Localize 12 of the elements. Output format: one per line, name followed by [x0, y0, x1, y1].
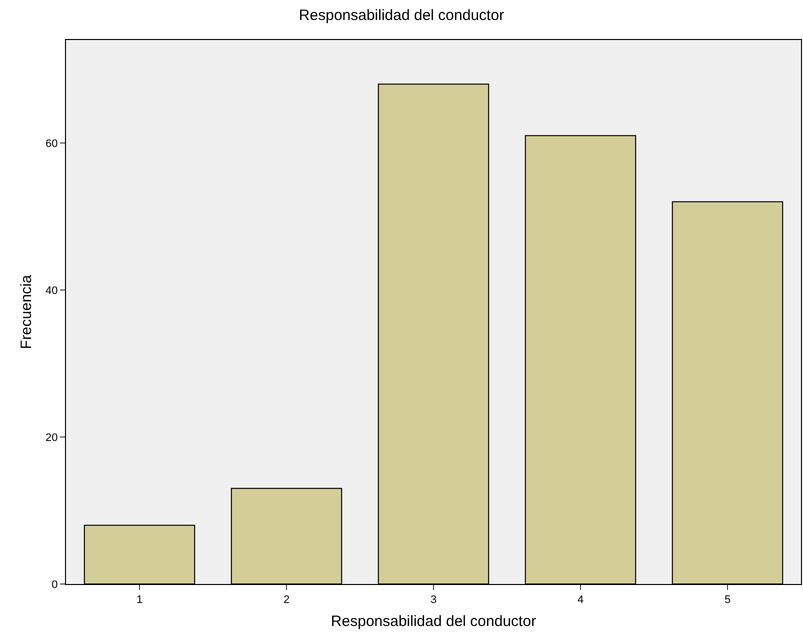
x-tick-label: 5	[724, 594, 731, 606]
x-tick-label: 4	[577, 594, 584, 606]
chart-title: Responsabilidad del conductor	[298, 7, 504, 24]
y-tick-label: 20	[46, 432, 58, 444]
x-tick-label: 2	[283, 594, 290, 606]
y-tick-label: 40	[46, 284, 58, 297]
x-tick-label: 1	[136, 594, 143, 606]
y-axis-title: Frecuencia	[18, 274, 35, 350]
x-tick-label: 3	[430, 594, 437, 606]
y-tick-label: 0	[52, 578, 58, 591]
y-tick-label: 60	[46, 138, 58, 150]
x-axis-title: Responsabilidad del conductor	[330, 613, 536, 630]
